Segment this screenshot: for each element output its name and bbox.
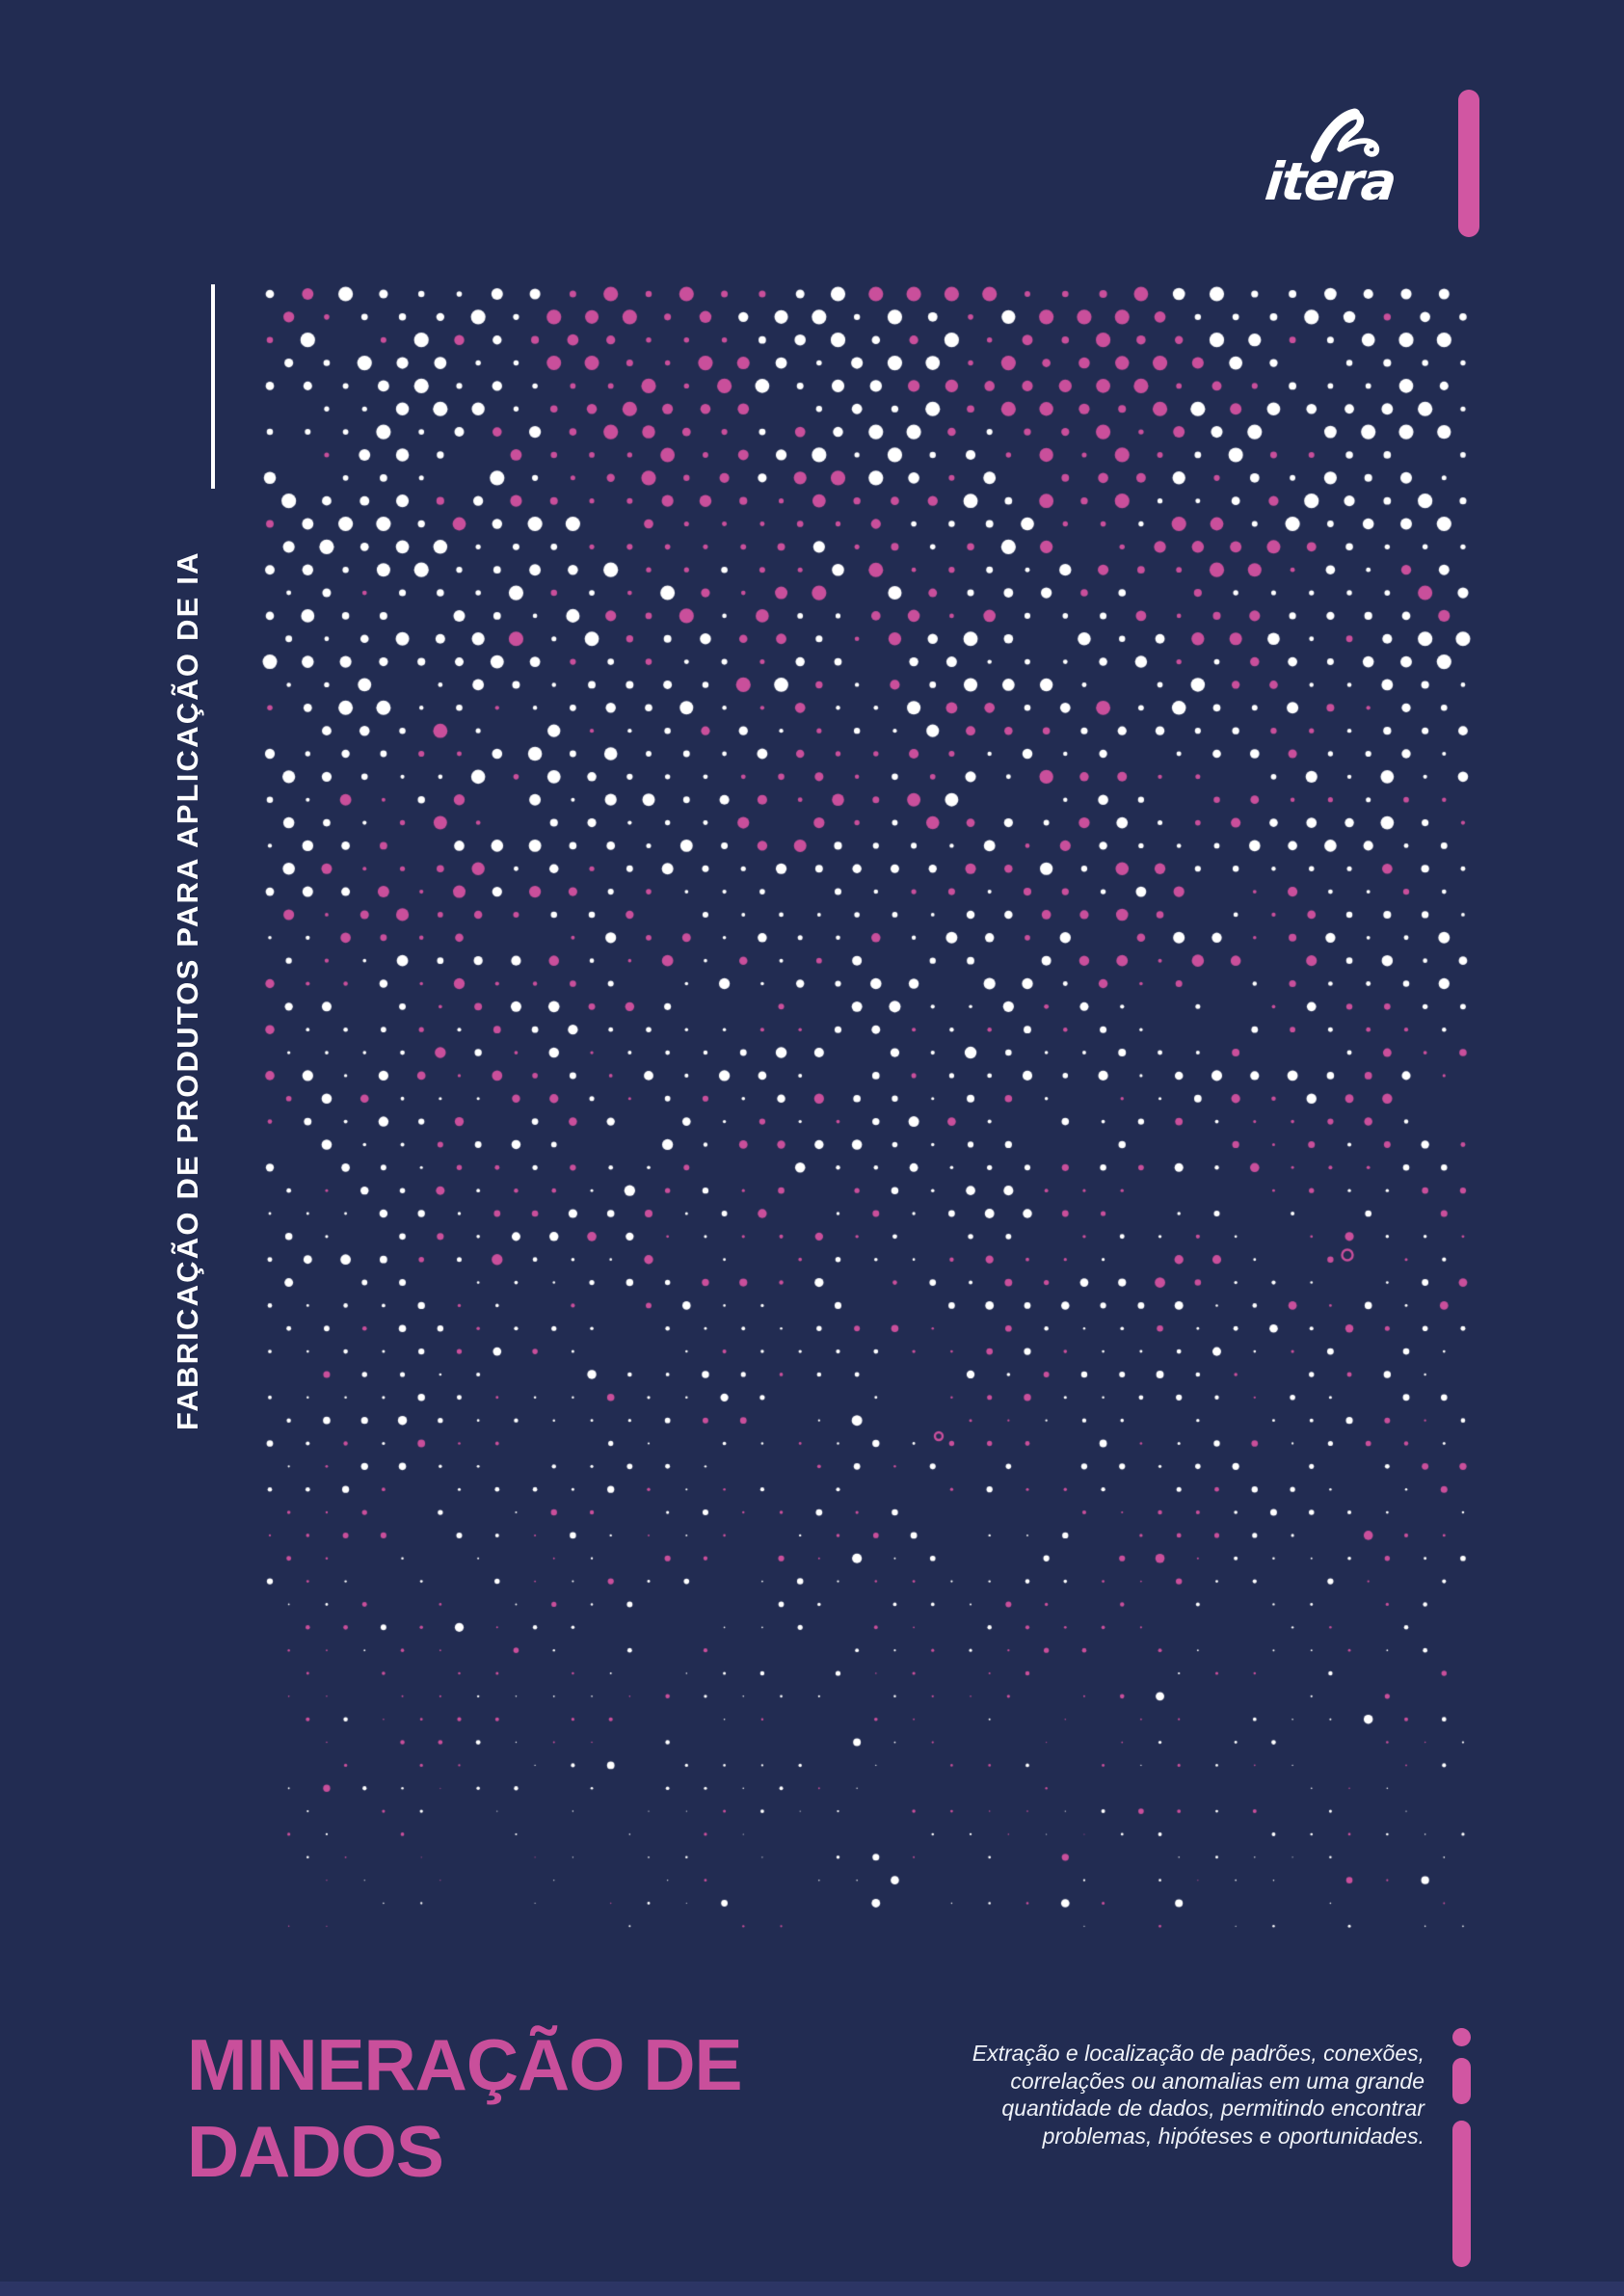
page-title: MINERAÇÃO DE DADOS — [187, 2021, 743, 2195]
side-vertical-label: FABRICAÇÃO DE PRODUTOS PARA APLICAÇÃO DE… — [171, 550, 204, 1430]
footer-strip — [0, 2282, 1624, 2296]
description-paragraph: Extração e localização de padrões, conex… — [885, 2040, 1424, 2149]
itera-logo: itera — [1251, 108, 1409, 212]
description-line: quantidade de dados, permitindo encontra… — [1001, 2096, 1424, 2122]
description-line: problemas, hipóteses e oportunidades. — [1042, 2122, 1424, 2149]
bottom-accent-i-bar-long — [1452, 2121, 1471, 2267]
itera-swoosh-icon — [1311, 108, 1380, 163]
top-right-accent-bar — [1458, 90, 1479, 237]
itera-logo-word: itera — [1262, 151, 1398, 212]
bottom-accent-i-bar-short — [1452, 2058, 1471, 2104]
side-accent-line — [211, 284, 215, 489]
description-line: correlações ou anomalias em uma grande — [1010, 2068, 1424, 2094]
page-title-line1: MINERAÇÃO DE — [187, 2024, 743, 2105]
page-title-line2: DADOS — [187, 2111, 444, 2192]
bottom-accent-i-dot — [1452, 2028, 1471, 2046]
description-line: Extração e localização de padrões, conex… — [972, 2041, 1424, 2066]
